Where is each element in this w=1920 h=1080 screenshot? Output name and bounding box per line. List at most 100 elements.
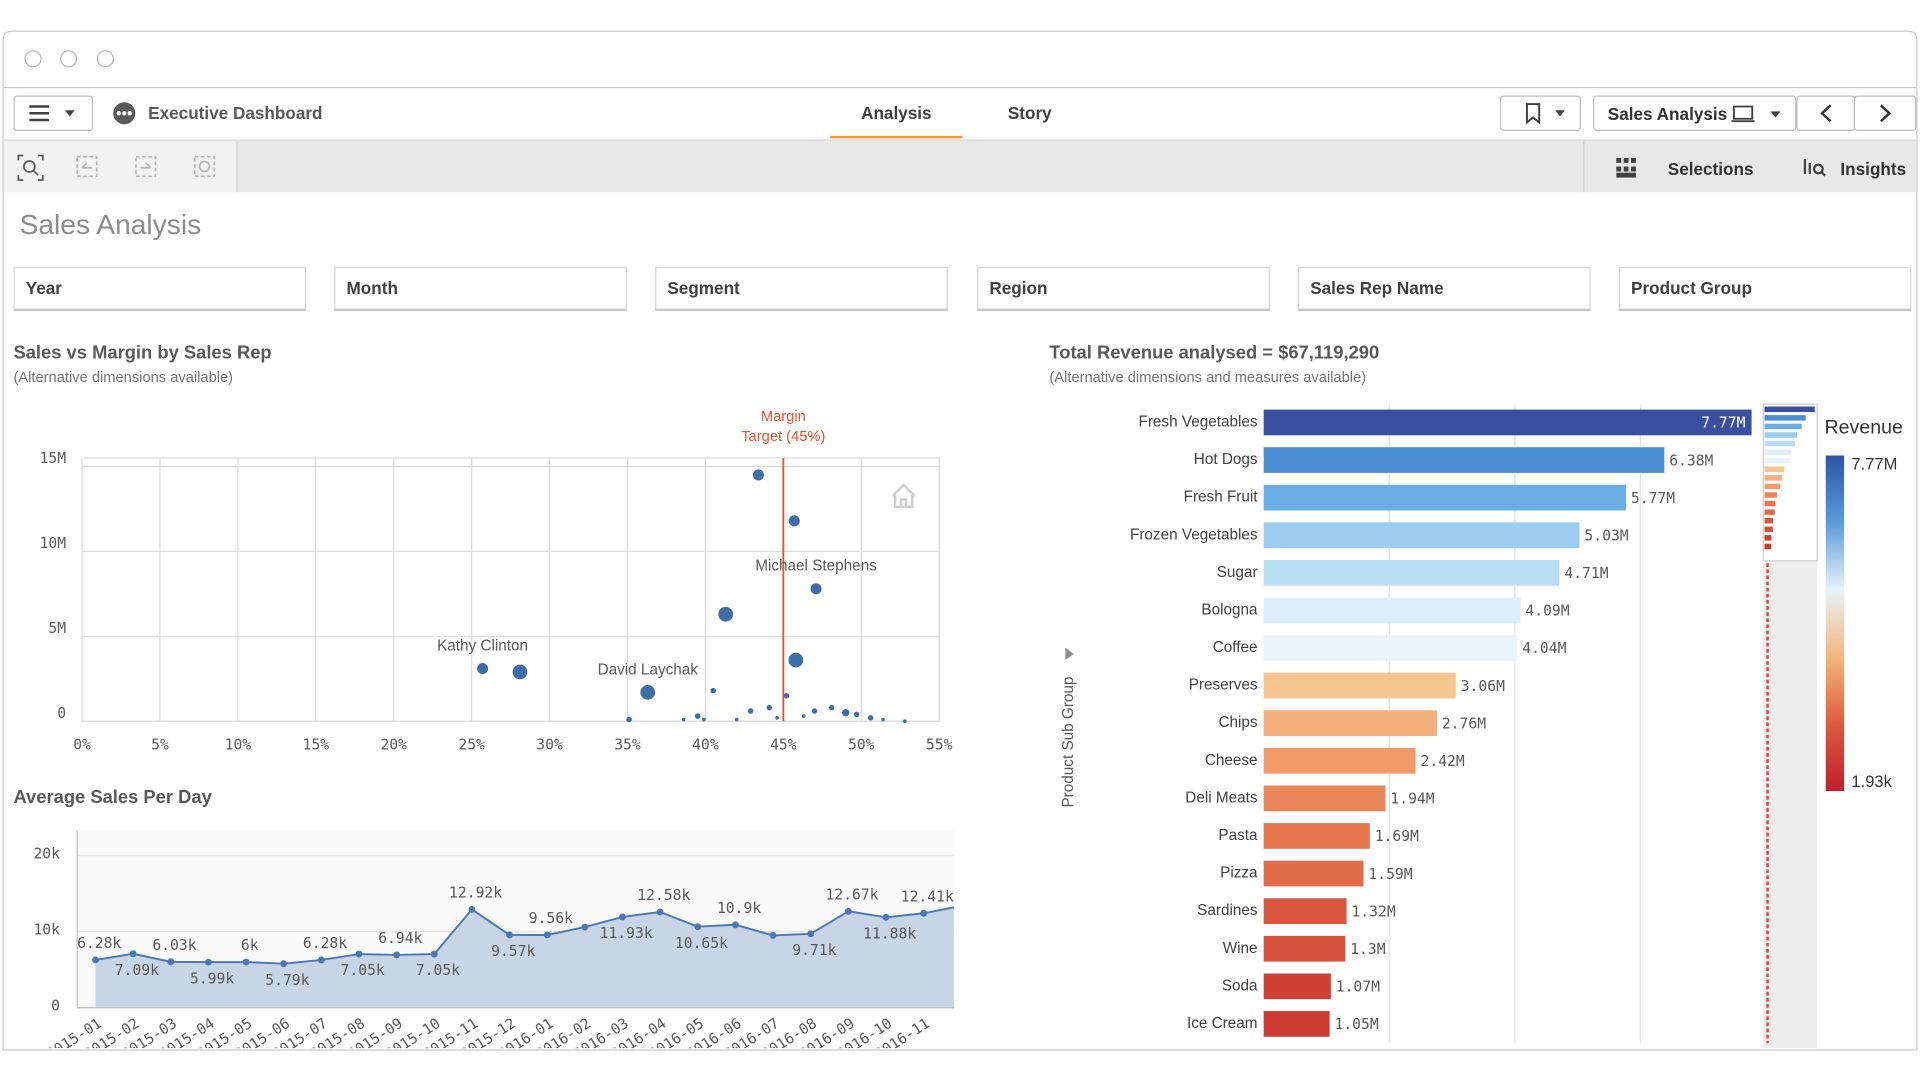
scatter-point <box>903 719 907 723</box>
y-tick-label: Preserves <box>1189 677 1258 694</box>
data-label: 12.92k <box>449 884 502 901</box>
plot-area <box>82 458 939 721</box>
data-label: 4.71M <box>1564 565 1608 582</box>
mini-bar <box>1764 407 1814 413</box>
y-tick-label: 10M <box>40 535 67 552</box>
expand-arrow <box>1065 648 1074 660</box>
line-point <box>619 914 626 921</box>
bar <box>1264 861 1364 887</box>
line-point <box>205 959 212 966</box>
x-tick-label: 40% <box>692 737 719 754</box>
scatter-point <box>702 718 706 722</box>
scatter-point <box>788 653 803 668</box>
mini-bar <box>1764 527 1772 533</box>
data-label: 2.76M <box>1442 715 1486 732</box>
y-tick-label: 15M <box>40 450 67 467</box>
scatter-point <box>735 718 739 722</box>
scatter-point <box>695 713 701 719</box>
bar <box>1264 823 1370 849</box>
data-label: 1.05M <box>1335 1016 1379 1033</box>
scatter-point <box>513 665 528 680</box>
scatter-point <box>811 583 822 594</box>
y-tick-label: 0 <box>51 998 60 1015</box>
data-label: 7.77M <box>1701 415 1745 432</box>
bar <box>1264 786 1386 812</box>
bar <box>1264 748 1416 774</box>
scatter-point <box>775 716 779 720</box>
scatter-point <box>753 469 764 480</box>
line-point <box>506 931 513 938</box>
bar <box>1264 522 1580 548</box>
data-label: 1.59M <box>1368 866 1412 883</box>
y-tick-label: Soda <box>1222 977 1258 994</box>
line-point <box>920 910 927 917</box>
point-label: Michael Stephens <box>755 558 877 575</box>
y-axis-title: Product Sub Group <box>1060 677 1077 808</box>
mini-bar <box>1764 509 1774 515</box>
scatter-point <box>854 712 860 718</box>
scatter-point <box>682 718 686 722</box>
data-label: 1.94M <box>1390 791 1434 808</box>
y-tick-label: Wine <box>1223 940 1258 957</box>
data-label: 6.94k <box>378 930 422 947</box>
y-tick-label: 20k <box>33 845 60 862</box>
data-label: 6.38M <box>1669 452 1713 469</box>
line-point <box>657 909 664 916</box>
data-label: 6k <box>241 937 259 954</box>
x-tick-label: 5% <box>151 737 169 754</box>
legend-min-label: 1.93k <box>1851 772 1892 791</box>
data-label: 5.79k <box>265 972 309 989</box>
data-label: 7.05k <box>416 962 460 979</box>
line-point <box>694 923 701 930</box>
x-tick-label: 20% <box>380 737 407 754</box>
data-label: 3.06M <box>1461 678 1505 695</box>
scatter-point <box>881 718 885 722</box>
mini-bar <box>1764 458 1790 464</box>
x-tick-label: 50% <box>848 737 875 754</box>
data-label: 1.3M <box>1350 941 1386 958</box>
y-tick-label: Chips <box>1218 714 1257 731</box>
y-tick-label: Deli Meats <box>1185 789 1258 806</box>
x-tick-label: 10% <box>225 737 252 754</box>
data-label: 9.71k <box>792 942 836 959</box>
line-point <box>770 932 777 939</box>
line-point <box>243 959 250 966</box>
y-tick-label: Fresh Vegetables <box>1138 413 1257 430</box>
mini-bar <box>1764 441 1794 447</box>
scatter-point <box>789 515 800 526</box>
line-point <box>280 960 287 967</box>
y-tick-label: Bologna <box>1201 601 1258 618</box>
scatter-point <box>710 688 716 694</box>
scatter-point <box>829 705 835 711</box>
mini-bar <box>1764 432 1797 438</box>
data-label: 5.99k <box>190 970 234 987</box>
y-tick-label: Pizza <box>1220 865 1258 882</box>
bar <box>1264 973 1331 999</box>
line-point <box>356 951 363 958</box>
data-label: 11.88k <box>863 925 916 942</box>
bar <box>1264 447 1665 473</box>
legend-color-bar <box>1826 456 1844 792</box>
y-tick-label: 10k <box>33 921 60 938</box>
line-point <box>845 908 852 915</box>
scatter-point <box>748 708 754 714</box>
data-label: 1.69M <box>1375 828 1419 845</box>
data-label: 9.57k <box>491 943 535 960</box>
x-tick-label: 15% <box>303 737 330 754</box>
scatter-point <box>626 717 632 723</box>
line-point <box>167 958 174 965</box>
y-tick-label: Pasta <box>1218 827 1258 844</box>
data-label: 5.03M <box>1584 527 1628 544</box>
y-tick-label: Fresh Fruit <box>1184 489 1259 506</box>
y-tick-label: Ice Cream <box>1187 1015 1258 1032</box>
mini-bar <box>1764 475 1782 481</box>
category-labels: 2015-012015-022015-032015-042015-052015-… <box>44 1015 933 1063</box>
reference-line-label: Margin Target (45%) <box>739 407 827 446</box>
scatter-point <box>784 693 790 699</box>
bar <box>1264 673 1456 699</box>
mini-bar <box>1764 424 1801 430</box>
mini-bar <box>1764 518 1773 524</box>
y-tick-label: Sugar <box>1217 564 1258 581</box>
mini-bar <box>1764 484 1780 490</box>
